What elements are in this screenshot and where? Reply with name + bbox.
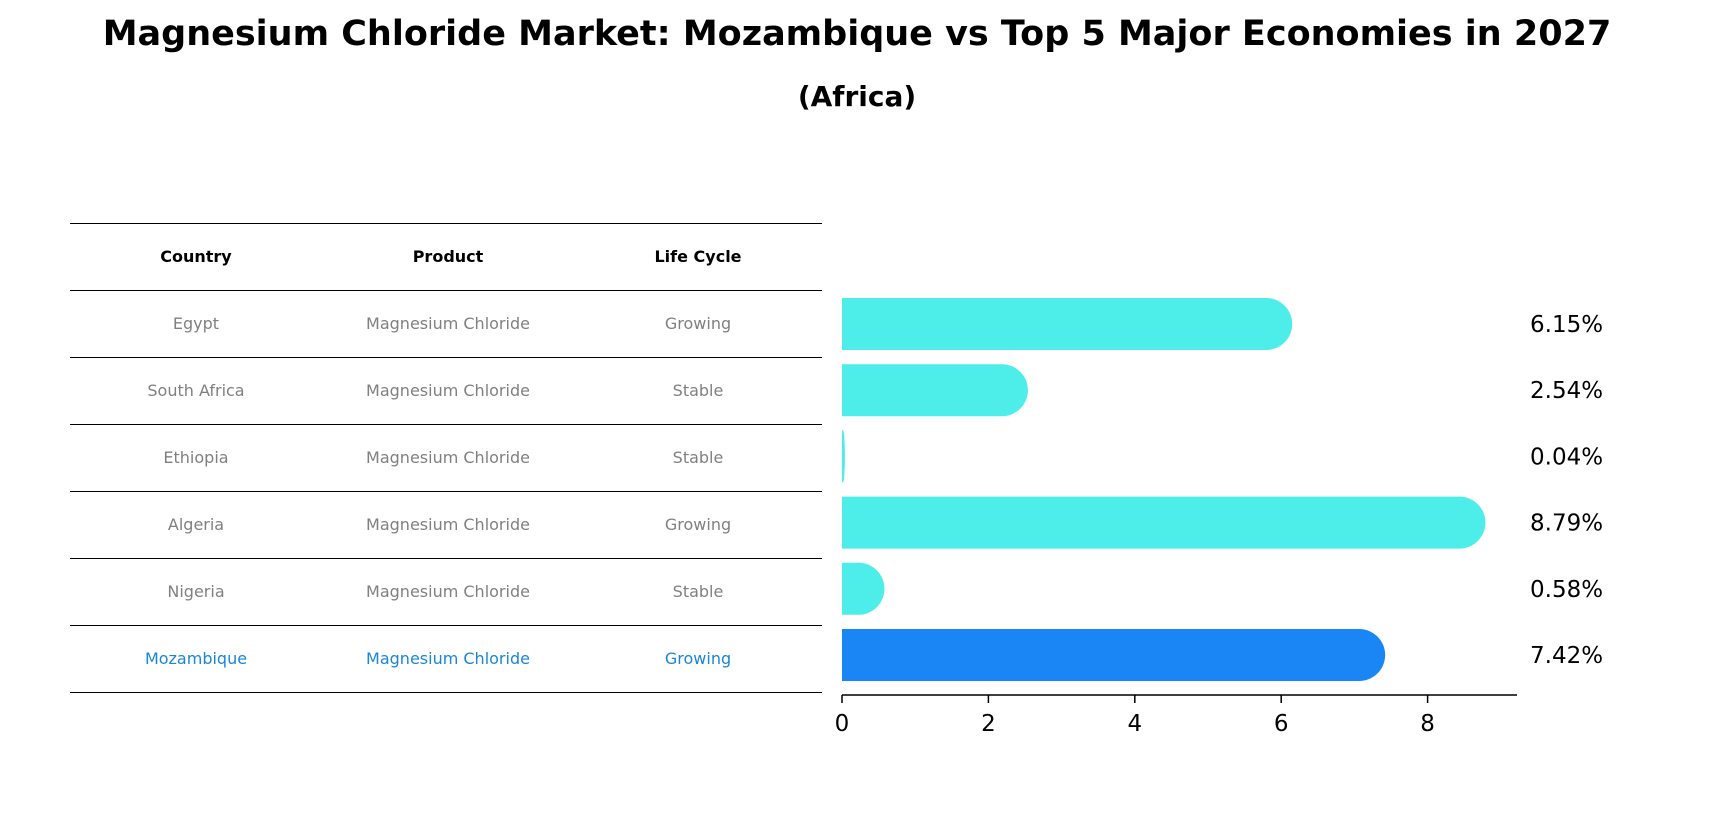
header-product: Product xyxy=(412,247,484,266)
table-row: Ethiopia Magnesium Chloride Stable xyxy=(70,424,822,491)
table-row: South Africa Magnesium Chloride Stable xyxy=(70,357,822,424)
header-country: Country xyxy=(160,247,232,266)
cell-life-cycle: Growing xyxy=(664,314,732,333)
table-header-row: Country Product Life Cycle xyxy=(70,223,822,290)
table-row: Egypt Magnesium Chloride Growing xyxy=(70,290,822,357)
cell-product: Magnesium Chloride xyxy=(366,448,530,467)
x-tick-label: 8 xyxy=(1420,711,1435,737)
cell-product: Magnesium Chloride xyxy=(366,381,530,400)
value-label: 0.04% xyxy=(1530,444,1603,470)
table-row: Nigeria Magnesium Chloride Stable xyxy=(70,558,822,625)
cell-product: Magnesium Chloride xyxy=(366,314,530,333)
header-life-cycle: Life Cycle xyxy=(654,247,742,266)
x-tick-label: 6 xyxy=(1274,711,1289,737)
cell-country: Ethiopia xyxy=(163,448,229,467)
cell-product: Magnesium Chloride xyxy=(366,515,530,534)
value-label: 2.54% xyxy=(1530,378,1603,404)
cell-life-cycle: Stable xyxy=(672,582,724,601)
bar-nigeria xyxy=(842,562,885,615)
cell-product: Magnesium Chloride xyxy=(366,582,530,601)
cell-life-cycle: Stable xyxy=(672,381,724,400)
chart-title: Magnesium Chloride Market: Mozambique vs… xyxy=(102,14,1612,54)
cell-life-cycle: Stable xyxy=(672,448,724,467)
cell-life-cycle: Growing xyxy=(664,515,732,534)
data-table: Country Product Life Cycle Egypt Magnesi… xyxy=(70,223,822,693)
table-row-highlighted: Mozambique Magnesium Chloride Growing xyxy=(70,625,822,693)
bar-algeria xyxy=(842,496,1486,549)
chart-subtitle: (Africa) xyxy=(797,80,917,113)
bar-mozambique xyxy=(842,629,1386,681)
value-label: 8.79% xyxy=(1530,511,1603,537)
value-label: 0.58% xyxy=(1530,577,1603,603)
bar-south-africa xyxy=(842,364,1028,417)
cell-country: Egypt xyxy=(172,314,220,333)
bar-ethiopia xyxy=(842,430,845,483)
x-tick-label: 4 xyxy=(1127,711,1142,737)
cell-country: Algeria xyxy=(167,515,225,534)
value-label: 7.42% xyxy=(1530,643,1603,669)
cell-product: Magnesium Chloride xyxy=(366,649,530,668)
cell-life-cycle: Growing xyxy=(664,649,732,668)
bar-egypt xyxy=(841,298,1293,350)
x-tick-label: 0 xyxy=(835,711,850,737)
value-label: 6.15% xyxy=(1530,312,1603,338)
x-tick-label: 2 xyxy=(981,711,996,737)
cell-country: Mozambique xyxy=(144,649,248,668)
cell-country: South Africa xyxy=(147,381,245,400)
table-row: Algeria Magnesium Chloride Growing xyxy=(70,491,822,558)
cell-country: Nigeria xyxy=(167,582,225,601)
